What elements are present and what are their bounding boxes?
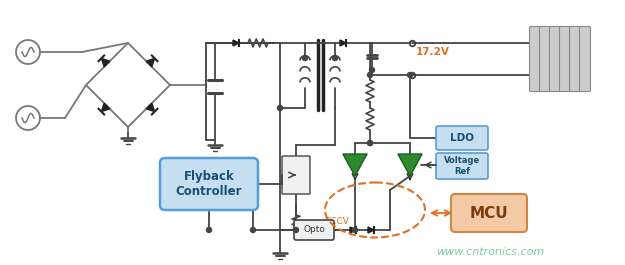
Circle shape	[251, 227, 256, 232]
FancyBboxPatch shape	[559, 26, 571, 91]
Circle shape	[352, 227, 357, 232]
FancyBboxPatch shape	[160, 158, 258, 210]
Text: www.cntronics.com: www.cntronics.com	[436, 247, 544, 257]
Polygon shape	[101, 58, 110, 67]
FancyBboxPatch shape	[294, 220, 334, 240]
Text: LDO: LDO	[450, 133, 474, 143]
Polygon shape	[350, 227, 356, 233]
Circle shape	[369, 68, 374, 73]
FancyBboxPatch shape	[539, 26, 551, 91]
Polygon shape	[101, 103, 110, 112]
FancyBboxPatch shape	[451, 194, 527, 232]
Polygon shape	[233, 40, 239, 46]
Text: MCU: MCU	[470, 205, 508, 220]
FancyBboxPatch shape	[549, 26, 561, 91]
Circle shape	[332, 55, 338, 60]
Circle shape	[408, 73, 412, 77]
Circle shape	[294, 227, 299, 232]
Text: Voltage
Ref: Voltage Ref	[444, 156, 480, 176]
Text: Opto: Opto	[303, 226, 325, 235]
Circle shape	[302, 55, 308, 60]
Text: Flyback
Controller: Flyback Controller	[176, 170, 242, 198]
FancyBboxPatch shape	[529, 26, 541, 91]
Circle shape	[368, 140, 372, 145]
FancyBboxPatch shape	[579, 26, 591, 91]
FancyBboxPatch shape	[436, 153, 488, 179]
Polygon shape	[398, 154, 422, 176]
Text: CCCV: CCCV	[324, 218, 349, 227]
Text: 17.2V: 17.2V	[416, 47, 450, 57]
Polygon shape	[146, 58, 154, 67]
Polygon shape	[340, 40, 346, 46]
Circle shape	[368, 140, 372, 145]
Polygon shape	[368, 227, 374, 233]
FancyBboxPatch shape	[436, 126, 488, 150]
Circle shape	[278, 105, 282, 111]
Polygon shape	[146, 103, 154, 112]
Circle shape	[206, 227, 211, 232]
FancyBboxPatch shape	[569, 26, 581, 91]
Polygon shape	[343, 154, 367, 176]
FancyBboxPatch shape	[282, 156, 310, 194]
Circle shape	[368, 73, 372, 77]
